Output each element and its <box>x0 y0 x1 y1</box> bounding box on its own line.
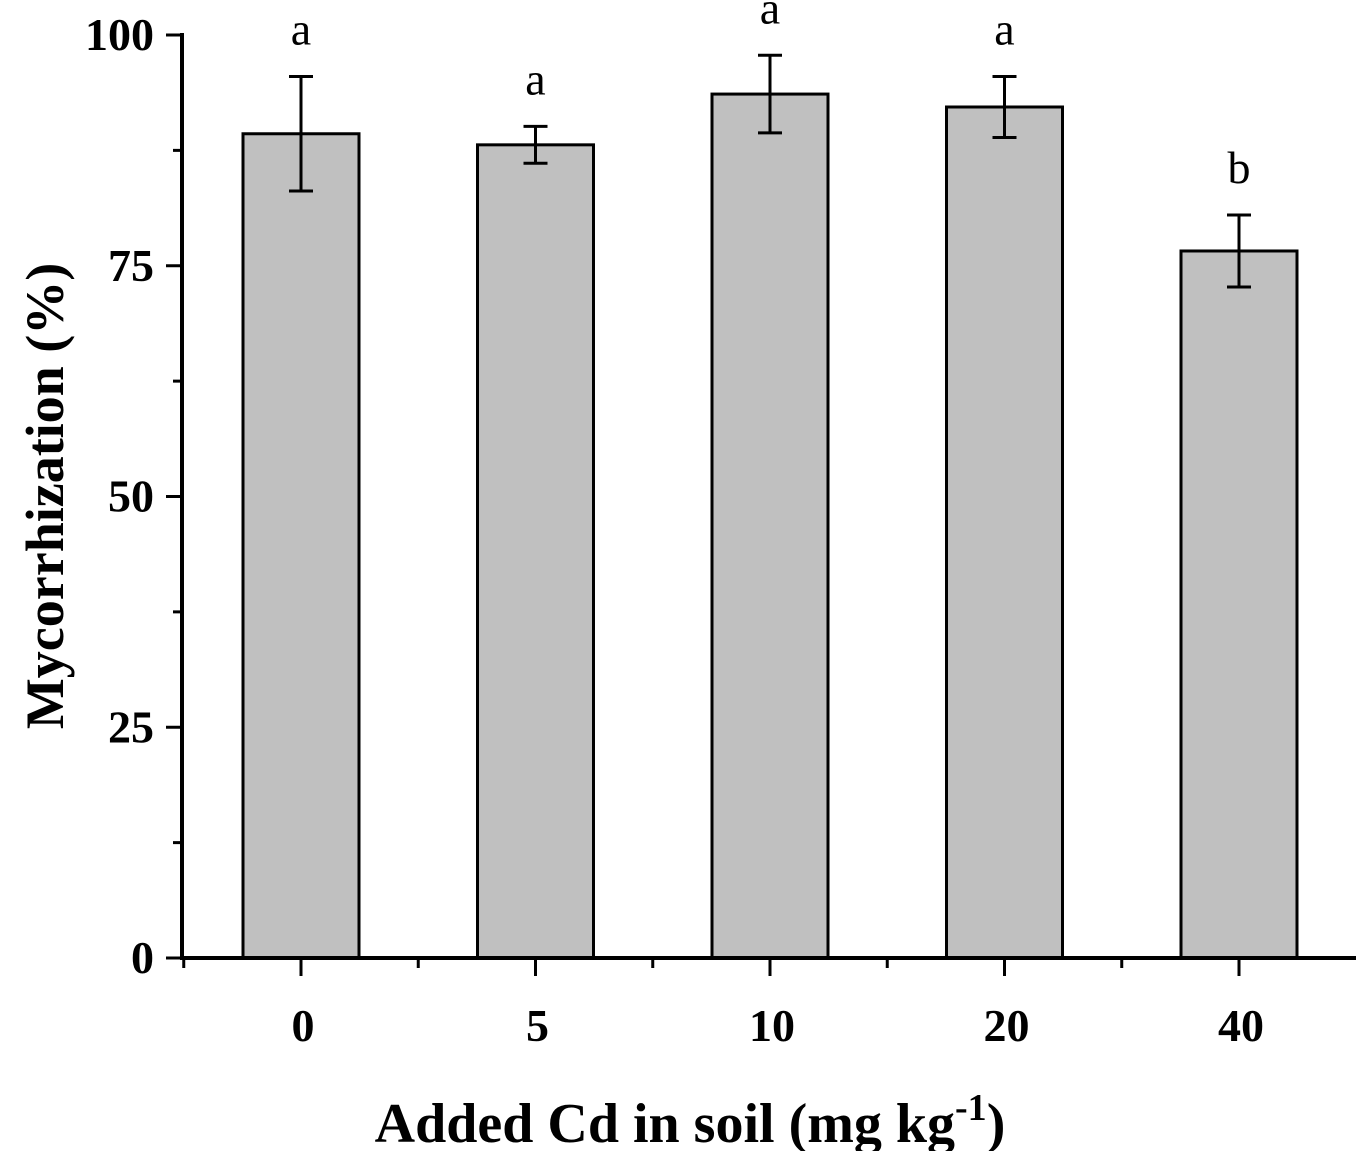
significance-label-0: a <box>291 4 311 55</box>
x-ticks-group: 0 5 10 20 40 <box>182 958 1264 1051</box>
bar-10 <box>710 92 830 960</box>
significance-label-10: a <box>760 0 780 33</box>
x-axis-title: Added Cd in soil (mg kg-1) <box>375 1087 1006 1151</box>
y-tick-label-75: 75 <box>108 240 154 291</box>
x-tick-label-40: 40 <box>1218 1000 1264 1051</box>
bar-40 <box>1179 249 1299 960</box>
significance-label-40: b <box>1228 142 1251 193</box>
x-tick-label-0: 0 <box>292 1000 315 1051</box>
y-tick-label-25: 25 <box>108 701 154 752</box>
y-tick-label-0: 0 <box>131 932 154 983</box>
x-tick-label-10: 10 <box>749 1000 795 1051</box>
y-tick-label-100: 100 <box>85 9 154 60</box>
y-tick-label-50: 50 <box>108 471 154 522</box>
significance-labels-group: a a a a b <box>291 0 1251 193</box>
x-tick-label-20: 20 <box>984 1000 1030 1051</box>
x-axis-title-close: ) <box>987 1093 1006 1151</box>
x-tick-label-5: 5 <box>526 1000 549 1051</box>
bars-group <box>241 92 1299 960</box>
significance-label-20: a <box>994 4 1014 55</box>
y-ticks-group: 0 25 50 75 100 <box>85 9 182 983</box>
bar-5 <box>476 143 595 960</box>
bar-0 <box>241 132 361 960</box>
significance-label-5: a <box>525 53 545 104</box>
y-axis-title: Mycorrhization (%) <box>15 263 75 729</box>
x-axis-title-main: Added Cd in soil (mg kg <box>375 1093 955 1151</box>
bar-20 <box>945 105 1064 960</box>
x-axis-title-superscript: -1 <box>955 1087 987 1129</box>
error-bars-group <box>289 53 1251 289</box>
